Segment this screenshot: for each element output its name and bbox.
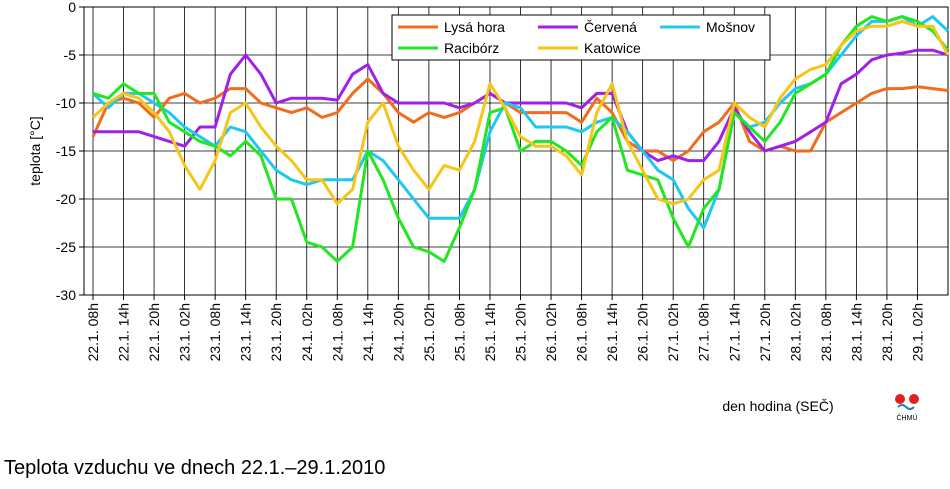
x-tick-label: 26.1. 08h — [574, 303, 590, 361]
x-tick-label: 27.1. 20h — [757, 303, 773, 361]
legend: Lysá hora Červená Mošnov Racibórz Katowice — [391, 14, 771, 61]
x-tick-label: 22.1. 08h — [85, 303, 101, 361]
x-tick-label: 28.1. 08h — [818, 303, 834, 361]
y-axis-label: teplota [°C] — [27, 116, 43, 185]
x-tick-label: 22.1. 20h — [146, 303, 162, 361]
y-tick-label: -25 — [56, 239, 76, 255]
x-tick-label: 25.1. 14h — [482, 303, 498, 361]
x-tick-label: 25.1. 02h — [421, 303, 437, 361]
x-tick-label: 23.1. 02h — [177, 303, 193, 361]
y-tick-label: -15 — [56, 143, 76, 159]
x-tick-label: 23.1. 14h — [238, 303, 254, 361]
x-tick-label: 22.1. 14h — [116, 303, 132, 361]
x-tick-label: 29.1. 02h — [909, 303, 925, 361]
x-tick-label: 24.1. 20h — [390, 303, 406, 361]
x-tick-label: 26.1. 02h — [543, 303, 559, 361]
x-axis-label: den hodina (SEČ) — [722, 398, 833, 414]
legend-label: Racibórz — [444, 40, 499, 56]
legend-box — [391, 14, 771, 61]
caption: Teplota vzduchu ve dnech 22.1.–29.1.2010 — [4, 457, 385, 479]
logo: ČHMÚ — [895, 394, 919, 422]
legend-label: Katowice — [584, 40, 641, 56]
line-series — [91, 77, 949, 163]
y-tick-label: -20 — [56, 191, 76, 207]
y-tick-label: 0 — [68, 0, 76, 15]
logo-text: ČHMÚ — [897, 413, 918, 422]
legend-label: Lysá hora — [444, 19, 505, 35]
line-series — [91, 19, 950, 206]
x-tick-label: 28.1. 14h — [848, 303, 864, 361]
x-tick-label: 28.1. 02h — [787, 303, 803, 361]
line-series — [92, 15, 950, 263]
x-tick-label: 27.1. 14h — [726, 303, 742, 361]
y-tick-label: -10 — [56, 95, 76, 111]
x-tick-label: 26.1. 14h — [604, 303, 620, 361]
legend-label: Mošnov — [706, 19, 755, 35]
x-tick-label: 23.1. 08h — [207, 303, 223, 361]
y-tick-label: -30 — [56, 287, 76, 303]
x-tick-label: 24.1. 08h — [329, 303, 345, 361]
x-tick-label: 28.1. 20h — [879, 303, 895, 361]
x-tick-label: 26.1. 20h — [635, 303, 651, 361]
x-tick-label: 24.1. 14h — [360, 303, 376, 361]
line-series — [93, 48, 949, 163]
x-tick-label: 25.1. 08h — [451, 303, 467, 361]
x-tick-label: 27.1. 08h — [696, 303, 712, 361]
x-tick-label: 27.1. 02h — [665, 303, 681, 361]
y-tick-label: -5 — [64, 47, 77, 63]
x-tick-label: 25.1. 20h — [513, 303, 529, 361]
x-tick-label: 24.1. 02h — [299, 303, 315, 361]
legend-label: Červená — [584, 19, 637, 35]
x-tick-label: 23.1. 20h — [268, 303, 284, 361]
